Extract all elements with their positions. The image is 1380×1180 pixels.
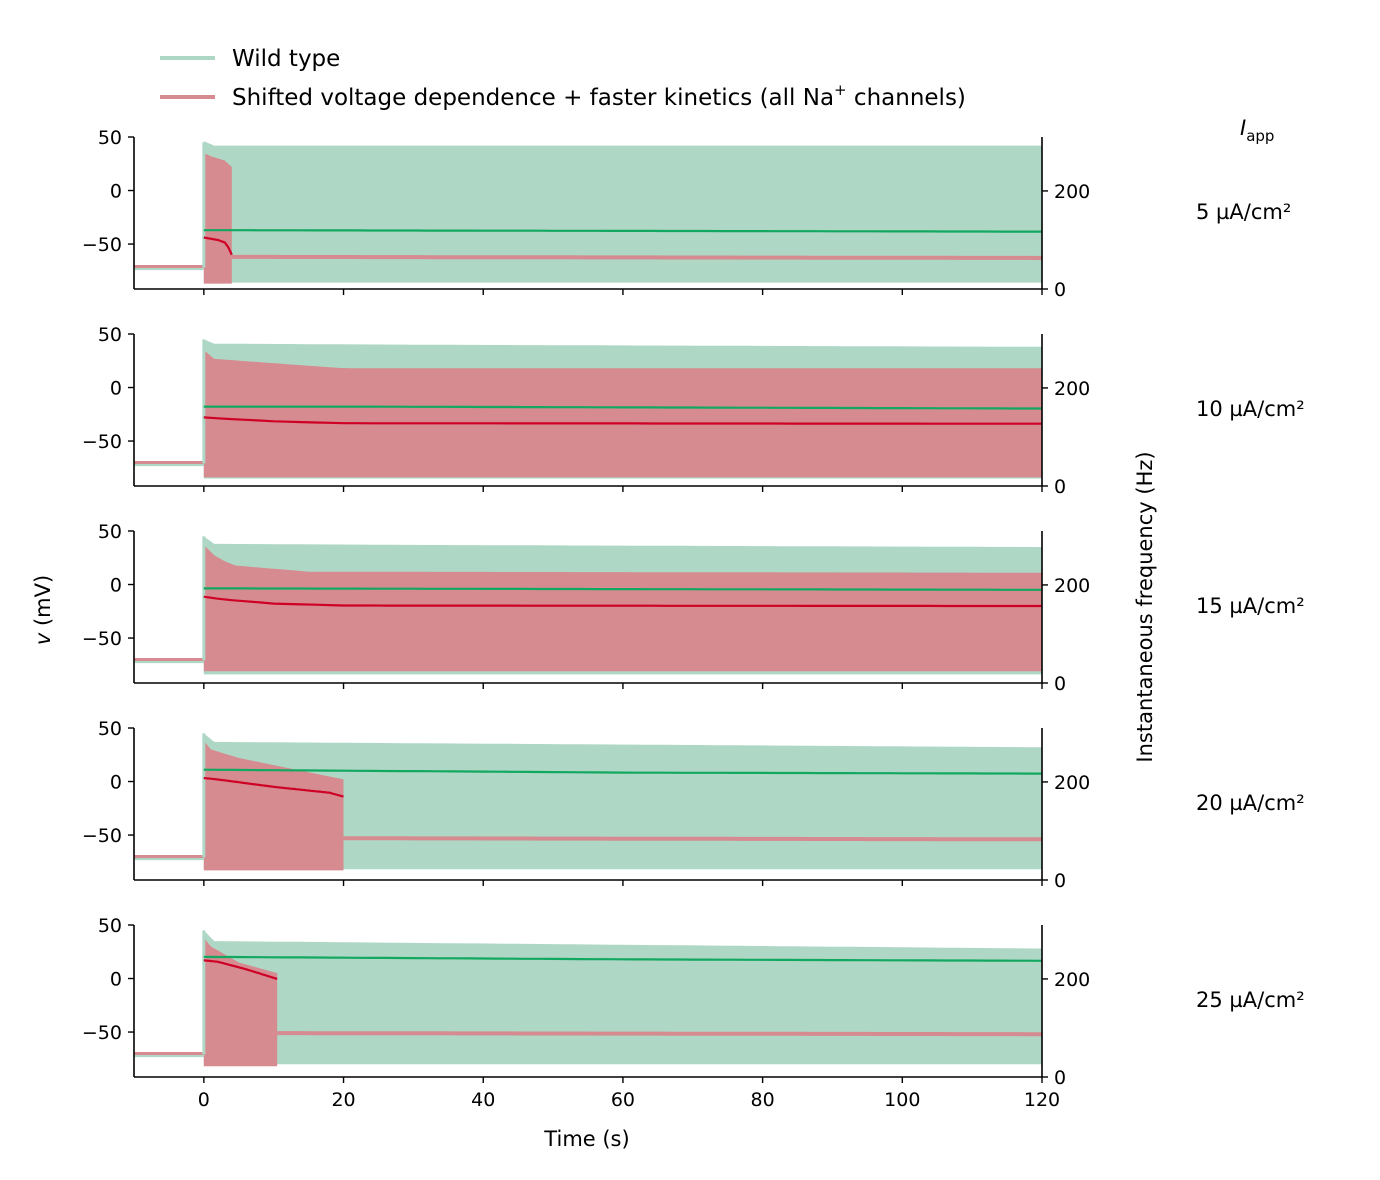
panel-3: 50 0 −50 200 0 15 µA/cm² [82,521,1305,695]
mutant-frequency-line [203,416,1042,425]
mutant-frequency-line [203,776,344,798]
left-tick-label: 0 [110,378,122,400]
mutant-frequency-line [203,595,1042,608]
left-tick-label: −50 [82,825,122,847]
mutant-plateau-trace [343,836,1042,842]
right-tick-label: 200 [1054,772,1090,794]
mutant-voltage-envelope [203,544,1043,672]
panel-iapp-label: 15 µA/cm² [1196,594,1305,618]
mutant-frequency-line [203,236,233,256]
left-tick-label: 0 [110,181,122,203]
mutant-voltage-envelope [203,740,344,871]
wild-type-frequency-line [203,405,1042,410]
right-tick-label: 0 [1054,279,1066,301]
mutant-plateau-trace [277,1031,1042,1037]
panel-iapp-label: 10 µA/cm² [1196,397,1305,421]
mutant-voltage-envelope [203,350,1043,478]
left-tick-label: −50 [82,1022,122,1044]
x-tick-label: 40 [471,1089,495,1111]
left-tick-label: −50 [82,628,122,650]
right-tick-label: 200 [1054,575,1090,597]
x-axis-label: Time (s) [543,1127,629,1151]
legend-label-wild-type: Wild type [232,46,340,72]
x-tick-label: 100 [884,1089,920,1111]
x-tick-label: 60 [611,1089,635,1111]
wild-type-frequency-line [203,955,1043,962]
panel-2: 50 0 −50 200 0 10 µA/cm² [82,324,1305,498]
x-tick-label: 0 [198,1089,210,1111]
left-tick-label: 50 [98,324,122,346]
y-axis-label-left: v (mV) [31,575,55,645]
mutant-voltage-envelope [203,937,278,1067]
x-tick-label: 120 [1024,1089,1060,1111]
mutant-voltage-envelope [203,153,232,284]
left-tick-label: 50 [98,718,122,740]
mutant-plateau-trace [231,254,1043,260]
panel-1: 50 0 −50 200 0 5 µA/cm² [82,127,1291,301]
right-tick-label: 200 [1054,378,1090,400]
x-tick-label: 80 [751,1089,775,1111]
wild-type-voltage-envelope [203,930,1043,1065]
wild-type-voltage-envelope [203,733,1043,870]
wild-type-frequency-line [203,229,1042,233]
mutant-frequency-line [203,959,278,980]
right-tick-label: 0 [1054,870,1066,892]
legend-label-mutant: Shifted voltage dependence + faster kine… [232,81,966,111]
y-axis-label-right: Instantaneous frequency (Hz) [1133,451,1157,762]
right-tick-label: 200 [1054,181,1090,203]
left-tick-label: −50 [82,234,122,256]
left-tick-label: −50 [82,431,122,453]
left-tick-label: 50 [98,915,122,937]
x-tick-label: 20 [331,1089,355,1111]
iapp-header: Iapp [1240,116,1274,145]
left-tick-label: 50 [98,521,122,543]
wild-type-frequency-line [203,587,1042,591]
right-tick-label: 0 [1054,476,1066,498]
wild-type-frequency-line [203,768,1042,775]
wild-type-voltage-envelope [203,141,1043,283]
left-tick-label: 0 [110,969,122,991]
left-tick-label: 0 [110,575,122,597]
right-tick-label: 200 [1054,969,1090,991]
right-tick-label: 0 [1054,673,1066,695]
panel-5: 50 0 −50 200 0 0 20 40 60 80 100 120 25 µA/cm² [82,915,1305,1111]
left-tick-label: 50 [98,127,122,149]
left-tick-label: 0 [110,772,122,794]
legend: Wild type Shifted voltage dependence + f… [160,46,966,111]
panel-iapp-label: 25 µA/cm² [1196,988,1305,1012]
right-tick-label: 0 [1054,1067,1066,1089]
panel-iapp-label: 20 µA/cm² [1196,791,1305,815]
panel-4: 50 0 −50 200 0 20 µA/cm² [82,718,1305,892]
panel-iapp-label: 5 µA/cm² [1196,200,1291,224]
